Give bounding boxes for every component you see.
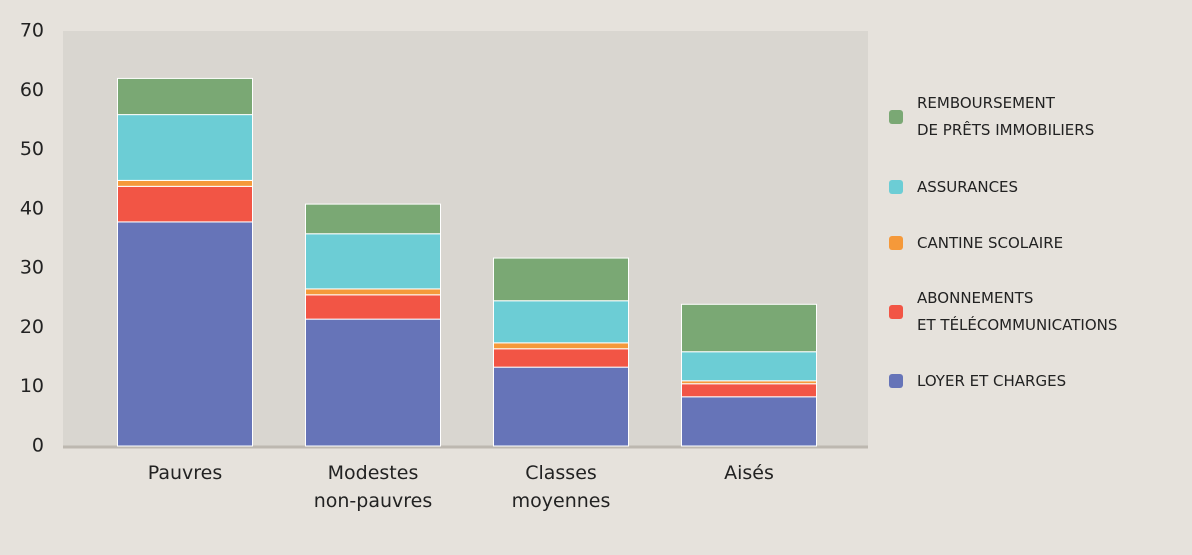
bar-segment <box>117 179 253 187</box>
x-tick-label: Aisés <box>724 462 774 484</box>
legend-label: CANTINE SCOLAIRE <box>917 233 1064 252</box>
bar-segment <box>117 185 253 223</box>
bar-segment <box>493 300 629 344</box>
legend-swatch <box>889 110 903 124</box>
bar-segment <box>681 396 817 447</box>
legend-swatch <box>889 374 903 388</box>
bar-segment <box>681 303 817 353</box>
y-tick-label: 30 <box>20 257 44 279</box>
bar-segment <box>305 318 441 447</box>
legend-swatch <box>889 305 903 319</box>
y-tick-label: 40 <box>20 197 44 219</box>
bar-segment <box>117 221 253 447</box>
y-tick-label: 50 <box>20 138 44 160</box>
legend-label: LOYER ET CHARGES <box>917 371 1067 390</box>
bar-segment <box>305 233 441 290</box>
x-tick-label: Classes moyennes <box>511 462 611 512</box>
bar-segment <box>493 366 629 447</box>
y-tick-label: 20 <box>20 316 44 338</box>
legend-swatch <box>889 236 903 250</box>
legend-label: ASSURANCES <box>917 177 1019 196</box>
bar-segment <box>493 257 629 302</box>
legend-label: REMBOURSEMENT DE PRÊTS IMMOBILIERS <box>917 94 1095 139</box>
bar-segment <box>493 342 629 350</box>
legend-swatch <box>889 180 903 194</box>
bar-segment <box>681 383 817 398</box>
bar-segment <box>493 348 629 368</box>
bar-segment <box>681 351 817 382</box>
legend-label: ABONNEMENTS ET TÉLÉCOMMUNICATIONS <box>917 289 1118 334</box>
bar-segment <box>117 114 253 181</box>
bar-segment <box>117 77 253 116</box>
y-tick-label: 0 <box>32 435 44 457</box>
y-tick-label: 70 <box>20 20 44 42</box>
bar-segment <box>305 203 441 235</box>
y-tick-label: 10 <box>20 375 44 397</box>
y-tick-label: 60 <box>20 79 44 101</box>
x-tick-label: Modestes non-pauvres <box>313 462 433 512</box>
bar-segment <box>305 288 441 296</box>
bar-segment <box>305 294 441 320</box>
x-tick-label: Pauvres <box>147 462 223 484</box>
